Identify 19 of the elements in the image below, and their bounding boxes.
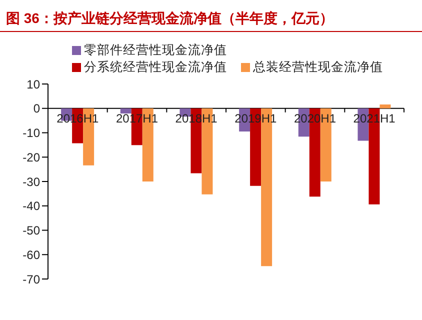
y-tick-label: -30 (22, 174, 40, 189)
x-tick-label: 2020H1 (294, 111, 336, 126)
y-tick-label: -40 (22, 199, 40, 214)
x-tick-label: 2016H1 (56, 111, 100, 126)
y-tick-label: -50 (22, 224, 40, 238)
y-tick-label: -20 (22, 150, 40, 164)
x-tick-label: 2021H1 (353, 111, 396, 126)
x-tick-label: 2018H1 (175, 111, 218, 126)
x-tick-label: 2019H1 (234, 111, 278, 126)
y-tick-label: -10 (22, 126, 40, 140)
legend-label: 总装经营性现金流净值 (253, 59, 383, 76)
y-tick-label: 0 (33, 102, 40, 116)
y-tick-label: -70 (22, 272, 40, 286)
legend-label: 零部件经营性现金流净值 (84, 42, 227, 59)
legend-label: 分系统经营性现金流净值 (84, 59, 227, 76)
y-tick-label: 10 (26, 77, 40, 92)
x-tick-label: 2017H1 (116, 111, 158, 126)
chart-title: 图 36：按产业链分经营现金流净值（半年度，亿元） (0, 0, 422, 32)
y-tick-label: -60 (22, 248, 40, 262)
